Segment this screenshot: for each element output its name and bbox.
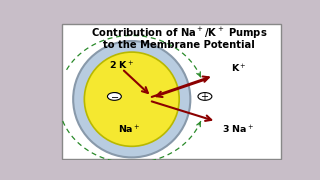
Ellipse shape: [73, 41, 190, 158]
Text: $\circledast$: $\circledast$: [200, 91, 210, 102]
Text: $-$: $-$: [110, 91, 119, 102]
Text: K$^+$: K$^+$: [231, 63, 246, 75]
Ellipse shape: [84, 52, 179, 146]
FancyBboxPatch shape: [62, 24, 281, 159]
Text: $+$: $+$: [200, 91, 209, 102]
Text: to the Membrane Potential: to the Membrane Potential: [103, 40, 255, 50]
Circle shape: [108, 93, 121, 100]
Text: Contribution of Na$^+$/K$^+$ Pumps: Contribution of Na$^+$/K$^+$ Pumps: [91, 26, 267, 41]
Text: 3 Na$^+$: 3 Na$^+$: [222, 124, 255, 136]
Text: 2 K$^+$: 2 K$^+$: [109, 60, 135, 72]
Text: $\circleddash$: $\circleddash$: [109, 90, 120, 103]
Text: Na$^+$: Na$^+$: [118, 124, 140, 136]
Circle shape: [198, 93, 212, 100]
